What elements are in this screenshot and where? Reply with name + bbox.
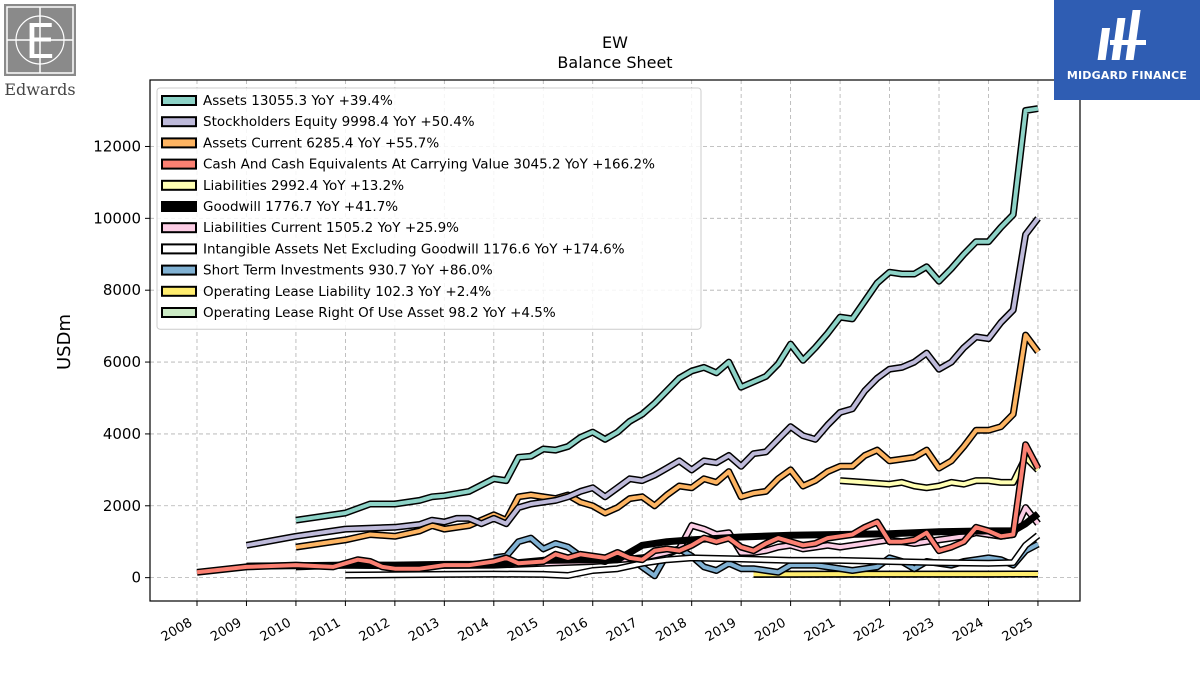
- edwards-logo: E Edwards: [4, 4, 76, 100]
- y-tick-label: 4000: [103, 425, 141, 443]
- series-2: [245, 216, 1041, 549]
- plot-frame: [149, 79, 1081, 602]
- x-tick-label: 2013: [406, 615, 442, 645]
- chart-title: EW: [602, 33, 628, 52]
- legend-swatch: [161, 116, 197, 128]
- y-tick-label: 6000: [103, 353, 141, 371]
- series-1: [295, 105, 1039, 524]
- legend-swatch: [161, 285, 197, 297]
- legend-swatch: [161, 264, 197, 276]
- series-4: [196, 441, 1042, 576]
- y-tick-label: 10000: [93, 209, 141, 227]
- midgard-emblem-icon: [1097, 10, 1146, 60]
- y-tick-label: 0: [131, 569, 141, 587]
- edwards-wordmark: Edwards: [4, 80, 76, 99]
- series-line: [839, 455, 1040, 490]
- x-tick-label: 2016: [555, 615, 591, 645]
- series-3: [295, 331, 1041, 551]
- x-tick-label: 2010: [258, 615, 294, 645]
- legend-entry: Stockholders Equity 9998.4 YoY +50.4%: [203, 114, 475, 130]
- x-tick-label: 2019: [703, 615, 739, 645]
- x-tick-label: 2014: [456, 615, 492, 645]
- series-5: [839, 453, 1041, 492]
- y-tick-label: 8000: [103, 281, 141, 299]
- x-tick-label: 2011: [307, 615, 343, 645]
- legend-entry: Short Term Investments 930.7 YoY +86.0%: [203, 263, 493, 279]
- series-line: [196, 442, 1040, 575]
- x-tick-label: 2018: [654, 615, 690, 645]
- x-tick-label: 2021: [802, 615, 838, 645]
- legend-entry: Liabilities Current 1505.2 YoY +25.9%: [203, 220, 459, 236]
- x-tick-label: 2025: [1000, 615, 1036, 645]
- y-axis-label: USDm: [54, 314, 75, 370]
- midgard-wordmark: MIDGARD FINANCE: [1066, 69, 1188, 82]
- series-line: [345, 533, 1040, 578]
- series-8: [345, 532, 1041, 579]
- chart-subtitle: Balance Sheet: [557, 53, 672, 72]
- legend-swatch: [161, 179, 197, 191]
- legend-swatch: [161, 222, 197, 234]
- x-tick-label: 2020: [752, 615, 788, 645]
- x-tick-label: 2015: [505, 615, 541, 645]
- x-tick-label: 2009: [208, 615, 244, 645]
- x-tick-label: 2012: [357, 615, 393, 645]
- series-line: [295, 106, 1039, 523]
- legend-entry: Intangible Assets Net Excluding Goodwill…: [203, 241, 625, 257]
- legend-entry: Operating Lease Right Of Use Asset 98.2 …: [203, 305, 556, 321]
- midgard-finance-logo: MIDGARD FINANCE: [1054, 0, 1200, 100]
- legend-entry: Assets 13055.3 YoY +39.4%: [203, 93, 393, 109]
- series-6: [246, 511, 1041, 570]
- legend-entry: Cash And Cash Equivalents At Carrying Va…: [203, 157, 655, 173]
- legend-entry: Goodwill 1776.7 YoY +41.7%: [203, 199, 398, 215]
- svg-text:E: E: [25, 14, 55, 70]
- edwards-emblem-icon: E: [4, 4, 76, 76]
- legend: Assets 13055.3 YoY +39.4% Stockholders Eq…: [156, 87, 702, 330]
- legend-swatch: [161, 307, 197, 318]
- legend-box: [156, 87, 702, 330]
- y-tick-label: 12000: [93, 137, 141, 155]
- y-tick-label: 2000: [103, 497, 141, 515]
- x-tick-label: 2024: [950, 615, 986, 645]
- series-line: [246, 512, 1040, 569]
- legend-entry: Liabilities 2992.4 YoY +13.2%: [203, 178, 404, 194]
- x-tick-label: 2022: [851, 615, 887, 645]
- x-tick-label: 2017: [604, 615, 640, 645]
- legend-entry: Assets Current 6285.4 YoY +55.7%: [203, 135, 439, 151]
- x-tick-label: 2023: [901, 615, 937, 645]
- legend-entry: Operating Lease Liability 102.3 YoY +2.4…: [203, 284, 491, 300]
- legend-swatch: [161, 158, 197, 170]
- legend-swatch: [161, 137, 197, 149]
- x-tick-label: 2008: [159, 615, 195, 645]
- series-line: [246, 217, 1040, 548]
- series-lines: [196, 105, 1042, 580]
- legend-swatch: [161, 95, 197, 106]
- series-line: [295, 333, 1040, 550]
- legend-swatch: [161, 201, 197, 212]
- series-line-outline: [295, 331, 1041, 551]
- legend-swatch: [161, 243, 197, 255]
